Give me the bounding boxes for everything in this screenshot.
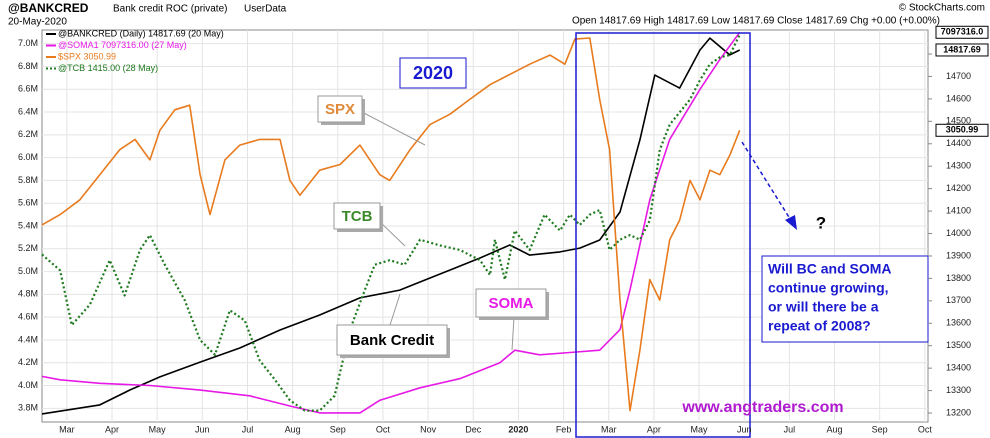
y-tick-label: 6.4M: [18, 106, 38, 116]
y2-tick-label: 13300: [946, 385, 971, 395]
y-tick-label: 3.8M: [18, 403, 38, 413]
legend-label: @BANKCRED (Daily) 14817.69 (20 May): [58, 28, 224, 38]
end-flag: [935, 43, 989, 57]
question-line: repeat of 2008?: [768, 318, 871, 334]
y2-tick-label: 13600: [946, 318, 971, 328]
subtitle: Bank credit ROC (private): [113, 4, 227, 15]
arrow: [741, 141, 793, 223]
legend-label: @SOMA1 7097316.00 (27 May): [58, 40, 187, 50]
bank-credit-box: [336, 324, 448, 356]
end-label: 3050.99: [946, 125, 979, 135]
end-flag: [935, 25, 989, 39]
y-tick-label: 4.6M: [18, 312, 38, 322]
credit: © StockCharts.com: [899, 3, 985, 14]
question-box: [761, 255, 929, 343]
y2-tick-label: 13200: [946, 407, 971, 417]
x-tick-label: Sep: [330, 424, 346, 434]
y-tick-label: 5.6M: [18, 198, 38, 208]
x-tick-label: Aug: [827, 424, 843, 434]
x-tick-label: Jul: [242, 424, 254, 434]
y-tick-label: 4.0M: [18, 380, 38, 390]
soma-box: [475, 288, 547, 318]
y2-tick-label: 14200: [946, 183, 971, 193]
question-line: or will there be a: [768, 299, 879, 315]
x-tick-label: Feb: [556, 424, 572, 434]
y2-tick-label: 14600: [946, 93, 971, 103]
y-tick-label: 7.0M: [18, 38, 38, 48]
y-tick-label: 5.0M: [18, 266, 38, 276]
y-tick-label: 4.8M: [18, 289, 38, 299]
series-line: [41, 31, 741, 414]
y2-tick-label: 13900: [946, 250, 971, 260]
x-tick-label: Mar: [59, 424, 75, 434]
source: UserData: [244, 4, 287, 15]
x-tick-label: May: [691, 424, 709, 434]
x-tick-label: May: [149, 424, 167, 434]
soma-label: SOMA: [489, 295, 534, 312]
question-mark: ?: [816, 213, 826, 232]
tcb-box: [333, 202, 381, 230]
end-flag: [935, 123, 989, 137]
x-tick-label: Jun: [195, 424, 210, 434]
x-tick-label: Mar: [601, 424, 617, 434]
x-tick-label: Oct: [376, 424, 391, 434]
y-tick-label: 6.0M: [18, 152, 38, 162]
x-tick-label: 2020: [508, 424, 528, 434]
y2-tick-label: 13500: [946, 340, 971, 350]
bank-credit-label: Bank Credit: [350, 332, 434, 349]
y-tick-label: 5.8M: [18, 175, 38, 185]
year-label: 2020: [413, 63, 453, 83]
site: www.angtraders.com: [681, 399, 843, 416]
y-tick-label: 6.8M: [18, 61, 38, 71]
x-tick-label: Dec: [465, 424, 482, 434]
y2-tick-label: 13800: [946, 273, 971, 283]
y2-tick-label: 14100: [946, 205, 971, 215]
year-box: [399, 57, 467, 89]
question-line: continue growing,: [768, 280, 889, 296]
y-tick-label: 5.2M: [18, 243, 38, 253]
date: 20-May-2020: [8, 17, 67, 28]
highlight-box: [575, 32, 751, 438]
y2-tick-label: 14300: [946, 161, 971, 171]
spx-box: [317, 95, 363, 123]
y2-tick-label: 13700: [946, 295, 971, 305]
end-label: 14817.69: [943, 44, 981, 54]
x-tick-label: Apr: [647, 424, 661, 434]
end-label: 7097316.0: [941, 27, 984, 37]
tcb-label: TCB: [342, 208, 373, 225]
x-tick-label: Jul: [784, 424, 796, 434]
series-line: [41, 34, 741, 412]
title: @BANKCRED: [8, 1, 89, 15]
x-tick-label: Aug: [285, 424, 301, 434]
pointer: [379, 221, 406, 247]
y-tick-label: 5.4M: [18, 220, 38, 230]
x-tick-label: Sep: [872, 424, 888, 434]
y-tick-label: 6.6M: [18, 84, 38, 94]
arrow-head: [785, 215, 797, 230]
x-tick-label: Jun: [737, 424, 752, 434]
x-tick-label: Apr: [105, 424, 119, 434]
series-line: [41, 37, 741, 412]
ohlc: Open 14817.69 High 14817.69 Low 14817.69…: [572, 16, 940, 27]
pointer: [361, 111, 426, 146]
y2-tick-label: 13400: [946, 363, 971, 373]
y-tick-label: 4.4M: [18, 334, 38, 344]
pointer: [389, 293, 401, 326]
legend-label: @TCB 1415.00 (28 May): [58, 63, 158, 73]
question-line: Will BC and SOMA: [768, 261, 892, 277]
y2-tick-label: 14700: [946, 71, 971, 81]
series-line: [41, 37, 741, 415]
y2-tick-label: 14400: [946, 138, 971, 148]
y-tick-label: 6.2M: [18, 129, 38, 139]
x-tick-label: Nov: [420, 424, 437, 434]
pointer: [511, 316, 515, 351]
y2-tick-label: 14500: [946, 116, 971, 126]
y-tick-label: 4.2M: [18, 357, 38, 367]
legend-label: $SPX 3050.99: [58, 51, 116, 61]
x-tick-label: Oct: [918, 424, 933, 434]
spx-label: SPX: [325, 101, 355, 118]
y2-tick-label: 14000: [946, 228, 971, 238]
